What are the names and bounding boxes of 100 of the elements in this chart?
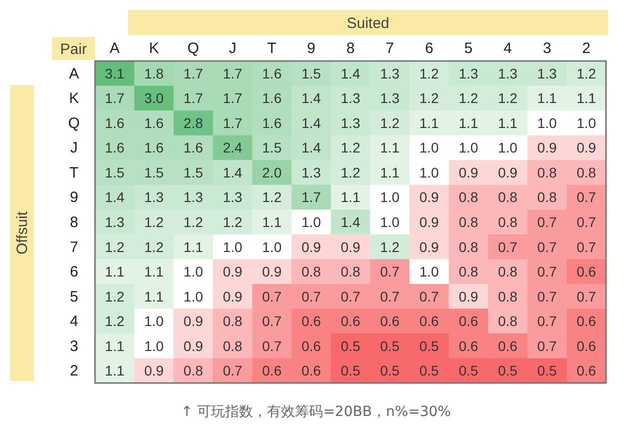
x-tick-label: 7 (386, 40, 394, 57)
data-label: 0.6 (576, 313, 596, 330)
data-label: 1.0 (419, 164, 440, 180)
data-label: 1.3 (458, 65, 478, 82)
x-tick-label: K (148, 40, 159, 57)
data-label: 1.3 (144, 189, 164, 206)
data-label: 0.9 (419, 189, 440, 206)
data-label: 1.7 (222, 114, 243, 131)
data-label: 0.6 (380, 313, 400, 330)
data-label: 1.6 (144, 140, 164, 156)
y-tick-label: J (70, 140, 78, 157)
data-label: 1.0 (222, 238, 243, 255)
text: Pair (60, 41, 87, 58)
x-tick-label: 8 (346, 40, 355, 57)
data-label: 0.5 (458, 362, 478, 379)
data-label: 1.3 (301, 164, 322, 180)
data-label: 0.8 (458, 214, 478, 230)
y-tick-label: 5 (70, 288, 78, 306)
data-label: 0.6 (301, 313, 322, 330)
data-label: 1.5 (184, 164, 204, 180)
x-tick-label: A (110, 40, 120, 57)
data-label: 0.7 (380, 264, 400, 280)
y-tick-label: 9 (70, 189, 78, 206)
data-label: 0.5 (340, 338, 360, 354)
data-label: 0.6 (262, 362, 282, 379)
data-label: 0.6 (301, 362, 322, 379)
data-label: 1.0 (498, 140, 518, 156)
data-label: 1.4 (301, 114, 322, 131)
data-label: 1.7 (222, 90, 243, 106)
data-label: 1.1 (144, 288, 164, 304)
data-label: 0.7 (576, 288, 596, 304)
data-label: 1.4 (104, 189, 125, 206)
data-label: 0.7 (301, 288, 322, 304)
data-label: 1.2 (340, 164, 360, 180)
x-tick-label: 2 (582, 40, 591, 57)
data-label: 0.5 (380, 338, 400, 354)
data-label: 1.2 (262, 189, 282, 206)
data-label: 2.8 (184, 114, 204, 131)
data-label: 1.2 (104, 313, 125, 330)
data-label: 1.3 (184, 189, 204, 206)
x-tick-label: 9 (307, 40, 316, 57)
data-label: 1.5 (144, 164, 164, 180)
y-tick-label: K (68, 90, 80, 108)
data-label: 1.7 (184, 90, 204, 106)
data-label: 0.5 (537, 362, 557, 379)
data-label: 0.8 (184, 362, 204, 379)
data-label: 1.1 (340, 189, 360, 206)
data-label: 1.6 (144, 114, 164, 131)
data-label: 0.8 (498, 214, 518, 230)
data-label: 1.2 (144, 214, 164, 230)
data-label: 0.8 (498, 313, 518, 330)
data-label: 1.2 (419, 65, 440, 82)
data-label: 0.6 (576, 264, 596, 280)
data-label: 1.0 (184, 288, 204, 304)
data-label: 0.8 (222, 338, 243, 354)
x-tick-label: 4 (504, 40, 512, 57)
data-label: 0.9 (419, 214, 440, 230)
y-tick-label: Q (68, 114, 80, 132)
data-label: 1.5 (301, 65, 322, 82)
data-label: 0.9 (576, 140, 596, 156)
data-label: 0.8 (498, 264, 518, 280)
data-label: 1.2 (380, 238, 400, 255)
data-label: 1.0 (380, 189, 400, 206)
data-label: 0.8 (537, 189, 557, 206)
data-label: 1.4 (340, 214, 360, 230)
data-label: 2.4 (222, 140, 243, 156)
data-label: 1.7 (222, 65, 243, 82)
data-label: 1.3 (498, 65, 518, 82)
data-label: 0.6 (458, 338, 478, 354)
data-label: 1.8 (144, 65, 164, 82)
data-label: 1.3 (104, 214, 125, 230)
data-label: 0.7 (537, 313, 557, 330)
data-label: 1.2 (498, 90, 518, 106)
data-label: 0.5 (419, 362, 440, 379)
data-label: 1.6 (184, 140, 204, 156)
data-label: 1.2 (144, 238, 164, 255)
data-label: 0.5 (498, 362, 518, 379)
y-tick-label: 3 (70, 338, 78, 355)
data-label: 1.0 (144, 313, 164, 330)
y-tick-label: 4 (70, 313, 78, 330)
data-label: 1.0 (419, 264, 440, 280)
data-label: 1.0 (184, 264, 204, 280)
x-tick-label: 5 (464, 40, 473, 57)
data-label: 0.7 (537, 214, 557, 230)
data-label: 1.3 (340, 90, 360, 106)
data-label: 0.9 (419, 238, 440, 255)
data-label: 0.9 (184, 313, 204, 330)
data-label: 1.4 (301, 140, 322, 156)
data-label: 0.6 (576, 362, 596, 379)
data-label: 1.0 (262, 238, 282, 255)
data-label: 0.9 (184, 338, 204, 354)
data-label: 0.7 (537, 338, 557, 354)
data-label: 0.8 (301, 264, 322, 280)
data-label: 0.8 (576, 164, 596, 180)
data-label: 1.1 (576, 90, 596, 106)
data-label: 1.6 (104, 114, 125, 131)
data-label: 0.9 (222, 264, 243, 280)
data-label: 0.9 (222, 288, 243, 304)
data-label: 0.7 (262, 338, 282, 354)
data-label: 0.7 (576, 238, 596, 255)
